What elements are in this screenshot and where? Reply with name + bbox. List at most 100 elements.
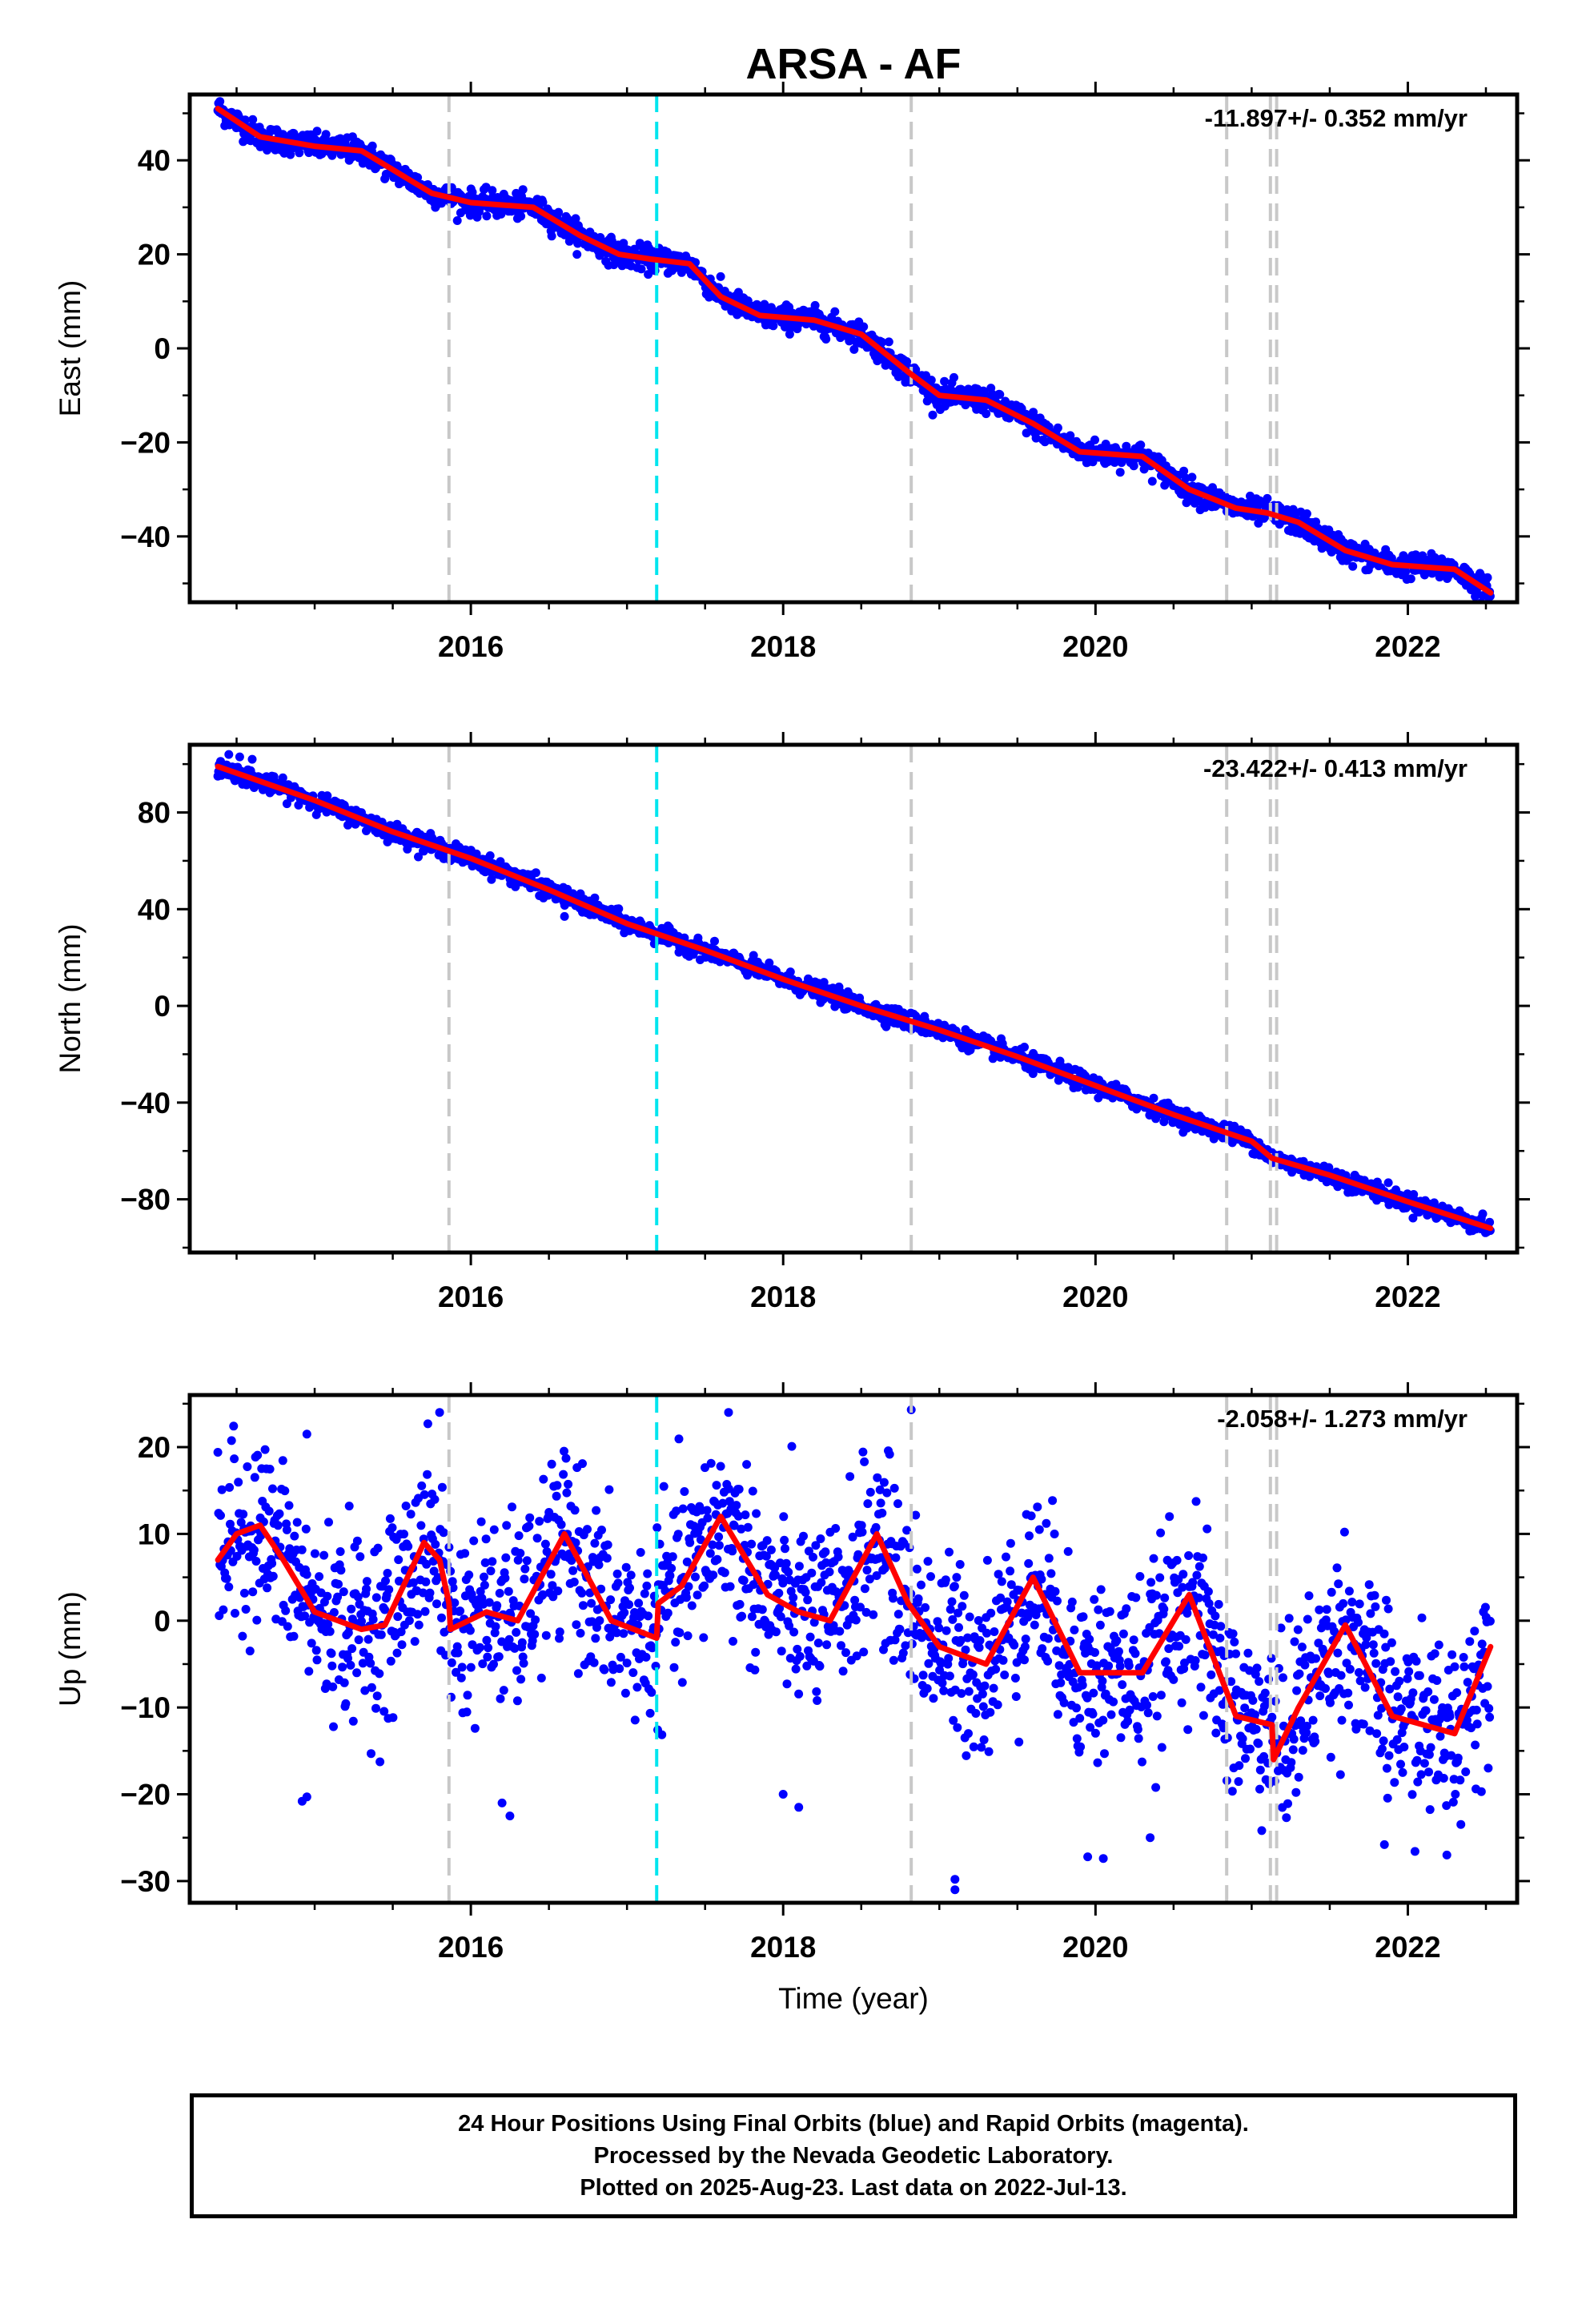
- x-tick-label: 2016: [438, 1281, 504, 1313]
- data-point: [417, 1482, 426, 1490]
- data-point: [421, 1607, 430, 1616]
- data-point: [248, 115, 257, 124]
- data-point: [471, 1724, 480, 1733]
- data-point: [303, 1570, 311, 1579]
- data-point: [671, 1638, 680, 1647]
- data-point: [749, 1487, 757, 1496]
- data-point: [252, 1616, 261, 1625]
- chart-title: ARSA - AF: [746, 40, 962, 88]
- data-point: [216, 1511, 225, 1520]
- data-point: [1384, 1178, 1393, 1187]
- data-point: [1130, 461, 1138, 470]
- data-point: [966, 1613, 974, 1622]
- data-point: [562, 1454, 571, 1463]
- x-tick-label: 2018: [750, 1281, 816, 1313]
- rate-label-east: -11.897+/- 0.352 mm/yr: [1205, 104, 1468, 132]
- data-point: [1020, 1043, 1029, 1051]
- data-point: [312, 1646, 321, 1655]
- data-point: [736, 1600, 745, 1609]
- data-point: [393, 1649, 402, 1658]
- data-point: [476, 1643, 484, 1652]
- data-point: [229, 1421, 238, 1430]
- data-point: [647, 1688, 656, 1697]
- y-tick-label: 20: [138, 239, 171, 271]
- data-point: [469, 1537, 478, 1546]
- data-point: [328, 1683, 337, 1691]
- data-point: [885, 1450, 894, 1459]
- data-point: [637, 264, 646, 273]
- data-point: [466, 1626, 475, 1635]
- data-point: [464, 1691, 472, 1699]
- data-point: [319, 1551, 328, 1560]
- data-point: [293, 1518, 302, 1527]
- data-point: [398, 1640, 407, 1649]
- data-point: [368, 142, 377, 151]
- data-point: [1263, 494, 1271, 503]
- data-point: [339, 1587, 348, 1596]
- data-point: [732, 1501, 741, 1510]
- data-point: [670, 1663, 679, 1672]
- data-point: [492, 1601, 501, 1610]
- data-point: [440, 1528, 448, 1537]
- data-point: [402, 1502, 411, 1510]
- data-point: [882, 1489, 891, 1498]
- data-point: [568, 1566, 577, 1575]
- data-point: [371, 1704, 380, 1713]
- data-point: [795, 1562, 804, 1570]
- data-point: [675, 1628, 684, 1637]
- data-point: [388, 1523, 397, 1532]
- data-point: [699, 1633, 708, 1642]
- data-point: [1187, 472, 1196, 481]
- data-point: [280, 1486, 289, 1495]
- data-point: [404, 1542, 412, 1551]
- data-point: [548, 1460, 556, 1469]
- data-point: [703, 1506, 712, 1515]
- data-point: [924, 1557, 933, 1566]
- data-point: [921, 1603, 930, 1612]
- data-point: [480, 1581, 489, 1590]
- data-point: [896, 1625, 905, 1634]
- data-point: [944, 1654, 953, 1663]
- data-point: [539, 1475, 548, 1484]
- data-point: [572, 250, 581, 259]
- data-point: [726, 1582, 735, 1591]
- data-point: [285, 1501, 294, 1510]
- data-point: [501, 1574, 510, 1582]
- data-point: [225, 1483, 234, 1492]
- data-point: [553, 1586, 562, 1595]
- data-point: [453, 216, 462, 225]
- data-point: [329, 1723, 338, 1731]
- data-point: [624, 1600, 633, 1609]
- data-point: [619, 1629, 628, 1638]
- data-point: [502, 1521, 511, 1530]
- data-point: [889, 1594, 897, 1602]
- data-point: [669, 1552, 677, 1561]
- data-point: [858, 1448, 867, 1457]
- data-point: [564, 1480, 572, 1489]
- x-tick-label: 2022: [1375, 630, 1440, 663]
- data-point: [956, 1560, 965, 1569]
- data-point: [971, 1709, 980, 1718]
- data-point: [423, 1470, 432, 1479]
- data-point: [869, 1610, 877, 1619]
- data-point: [242, 1605, 251, 1614]
- data-point: [341, 1699, 350, 1708]
- data-point: [367, 1683, 376, 1692]
- data-point: [375, 1758, 384, 1767]
- data-point: [492, 1622, 500, 1631]
- data-point: [524, 1522, 533, 1530]
- data-point: [477, 1518, 486, 1526]
- data-point: [789, 1628, 798, 1637]
- data-point: [700, 1582, 709, 1590]
- data-point: [345, 1502, 354, 1510]
- data-point: [327, 1662, 336, 1671]
- data-point: [816, 1534, 825, 1543]
- data-point: [298, 1546, 307, 1554]
- data-point: [600, 1666, 608, 1675]
- data-point: [845, 1472, 854, 1481]
- data-point: [535, 1517, 544, 1526]
- data-point: [405, 1616, 414, 1625]
- data-point: [484, 1643, 492, 1652]
- data-point: [917, 1581, 926, 1590]
- data-point: [777, 1647, 786, 1655]
